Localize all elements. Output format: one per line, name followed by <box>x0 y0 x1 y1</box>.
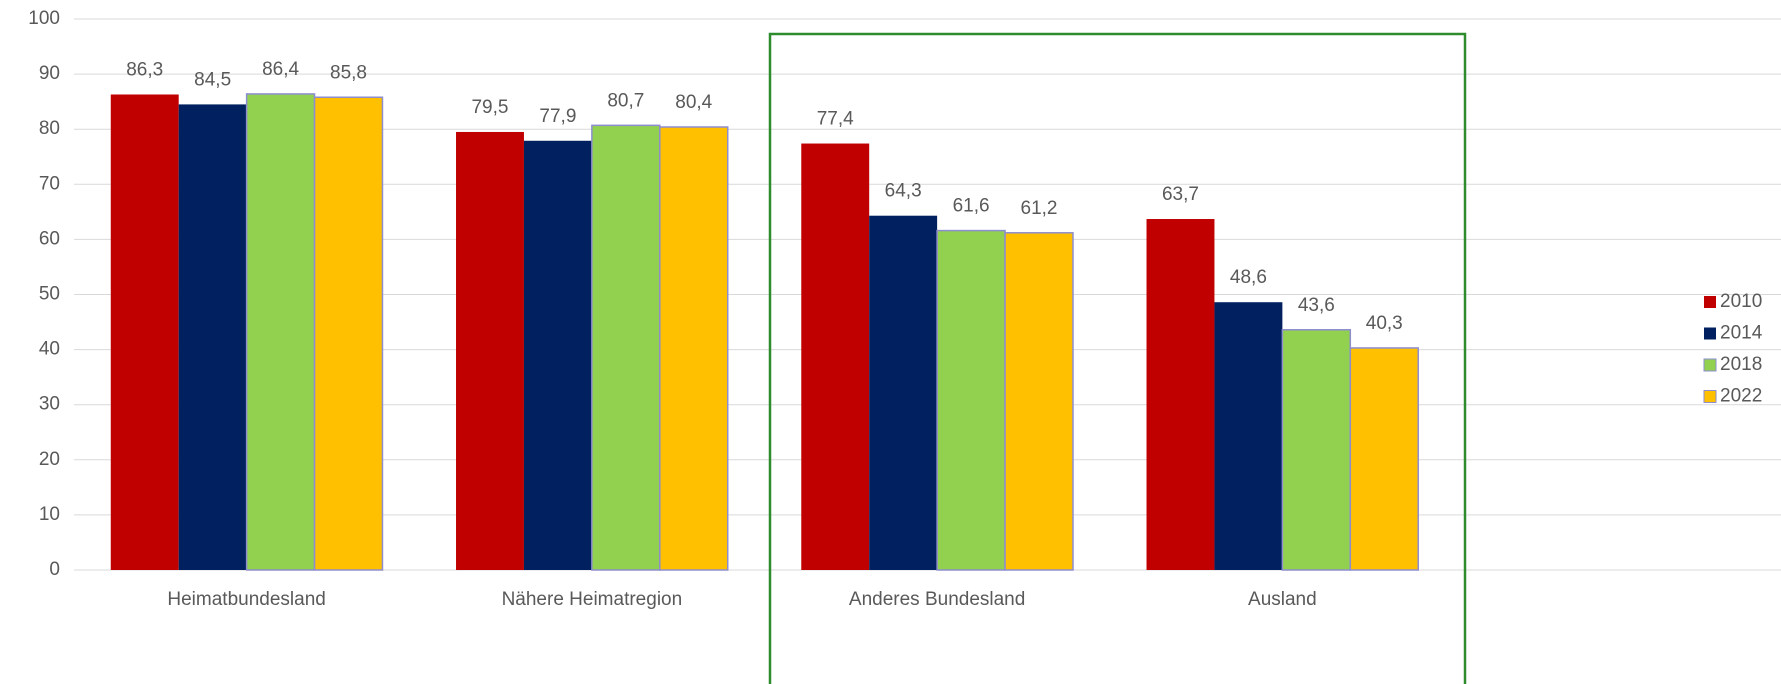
value-label: 63,7 <box>1162 184 1199 205</box>
legend-label: 2010 <box>1720 291 1762 312</box>
value-label: 80,4 <box>675 92 712 113</box>
x-tick-label: Heimatbundesland <box>167 589 325 610</box>
x-tick-label: Nähere Heimatregion <box>502 589 683 610</box>
y-tick-label: 90 <box>39 63 60 84</box>
bar <box>456 131 524 570</box>
bar <box>1281 329 1352 571</box>
y-tick-label: 60 <box>39 228 60 249</box>
legend-swatch <box>1704 296 1716 308</box>
value-label: 86,3 <box>126 60 163 81</box>
y-tick-label: 80 <box>39 118 60 139</box>
value-label: 79,5 <box>471 97 508 118</box>
bar <box>1004 232 1074 571</box>
bar <box>110 94 179 570</box>
legend-label: 2022 <box>1720 386 1762 407</box>
legend-label: 2014 <box>1720 323 1763 344</box>
legend-swatch <box>1704 327 1716 340</box>
legend-swatch <box>1703 358 1717 372</box>
highlight-box <box>768 32 1467 684</box>
x-tick-label: Ausland <box>1248 589 1317 610</box>
y-tick-label: 0 <box>49 559 60 580</box>
legend-label: 2018 <box>1720 354 1762 375</box>
value-label: 43,6 <box>1298 295 1335 316</box>
value-label: 48,6 <box>1230 267 1267 288</box>
y-tick-label: 40 <box>39 339 60 360</box>
value-label: 85,8 <box>330 62 367 83</box>
legend-swatch <box>1703 390 1717 403</box>
y-tick-label: 30 <box>39 394 60 415</box>
value-label: 84,5 <box>194 69 231 90</box>
y-tick-label: 20 <box>39 449 60 470</box>
y-tick-label: 70 <box>39 173 60 194</box>
value-label: 61,6 <box>953 196 990 217</box>
value-label: 64,3 <box>885 181 922 202</box>
bar <box>659 126 729 571</box>
bar <box>245 93 316 571</box>
x-tick-label: Anderes Bundesland <box>849 589 1025 610</box>
bar <box>523 140 592 570</box>
bar <box>869 215 938 570</box>
y-tick-label: 100 <box>28 8 60 29</box>
value-label: 40,3 <box>1366 313 1403 334</box>
bar <box>801 143 870 570</box>
value-label: 86,4 <box>262 59 299 80</box>
y-tick-label: 50 <box>39 284 60 305</box>
bar <box>1146 219 1215 570</box>
bar <box>313 96 384 571</box>
bar <box>591 124 661 571</box>
value-label: 77,4 <box>817 109 854 130</box>
bar <box>936 229 1006 571</box>
bar <box>1349 347 1419 571</box>
value-label: 77,9 <box>539 106 576 127</box>
value-label: 80,7 <box>607 90 644 111</box>
bar <box>1214 302 1283 570</box>
value-label: 61,2 <box>1021 198 1058 219</box>
y-tick-label: 10 <box>39 504 60 525</box>
bar <box>178 104 247 570</box>
